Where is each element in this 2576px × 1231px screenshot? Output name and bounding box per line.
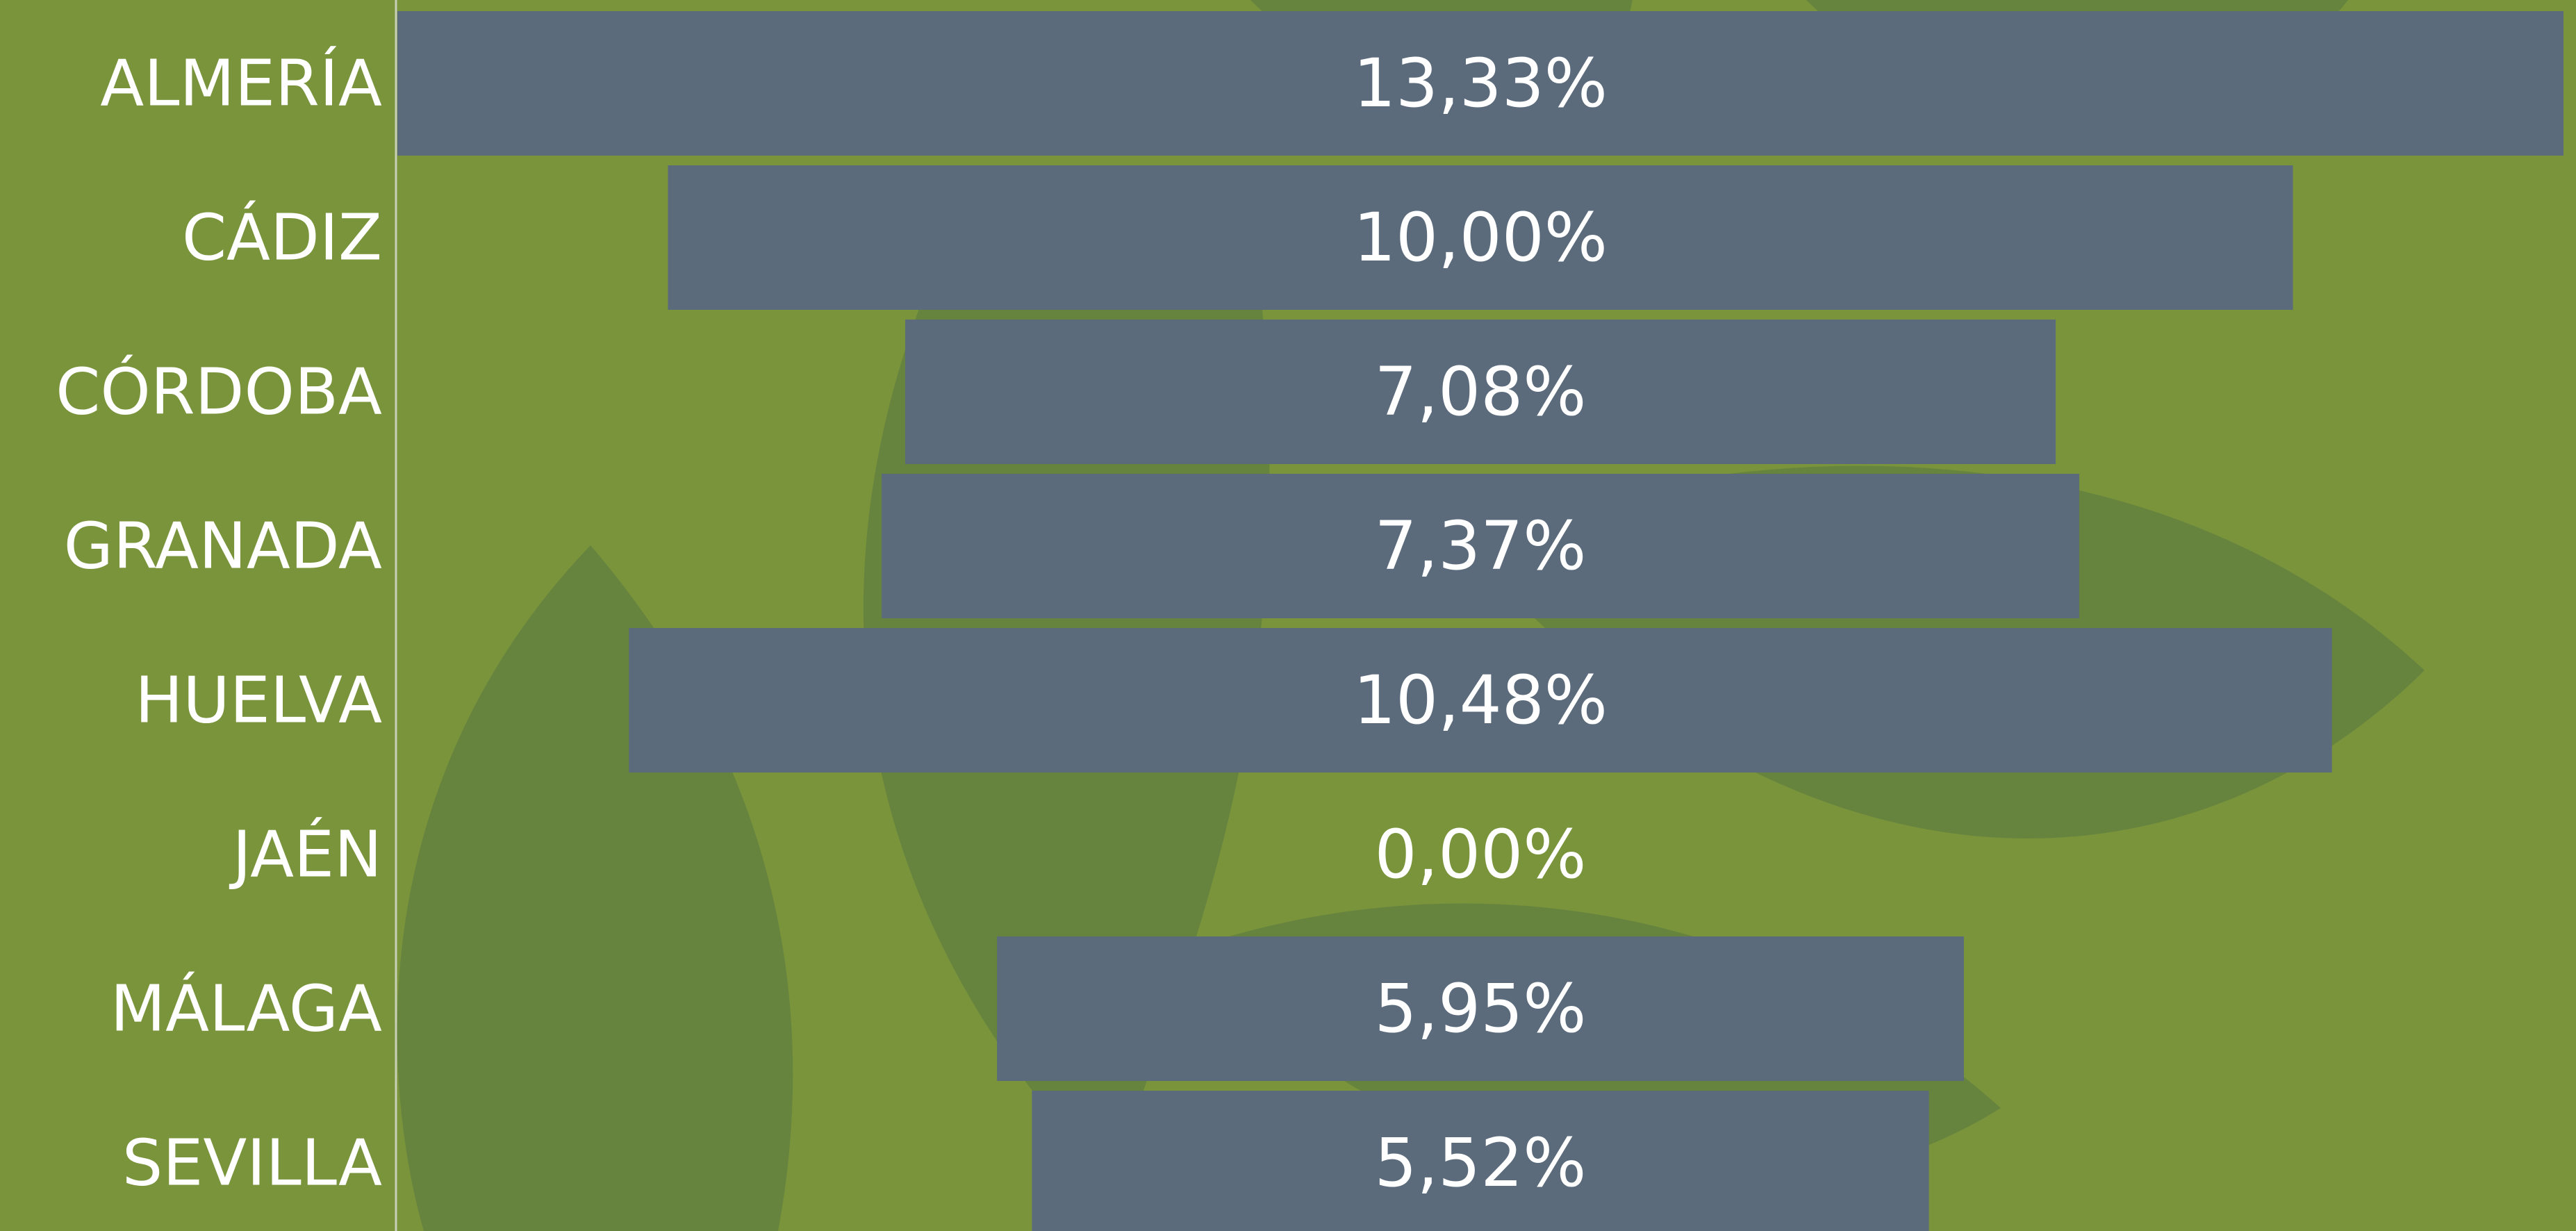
funnel-bar — [905, 320, 2056, 464]
category-label: HUELVA — [135, 663, 382, 738]
category-label: CÁDIZ — [182, 200, 382, 275]
funnel-bar — [397, 11, 2563, 156]
category-label: ALMERÍA — [100, 46, 382, 121]
value-label: 7,37% — [1375, 507, 1587, 585]
category-label: CÓRDOBA — [56, 354, 382, 429]
category-label: JAÉN — [229, 817, 382, 892]
funnel-bar — [997, 936, 1964, 1081]
value-label: 10,00% — [1353, 199, 1608, 276]
value-label: 13,33% — [1353, 44, 1608, 122]
category-label: GRANADA — [64, 509, 382, 584]
value-label: 0,00% — [1375, 816, 1587, 893]
funnel-bar — [668, 165, 2293, 310]
funnel-bar — [1032, 1091, 1929, 1231]
value-label: 5,95% — [1375, 970, 1587, 1048]
value-label: 7,08% — [1375, 353, 1587, 431]
funnel-bar — [882, 474, 2079, 618]
category-label: MÁLAGA — [110, 971, 382, 1046]
value-label: 10,48% — [1353, 661, 1608, 739]
category-label: SEVILLA — [122, 1126, 382, 1200]
value-label: 5,52% — [1375, 1124, 1587, 1202]
funnel-bar — [629, 628, 2332, 773]
